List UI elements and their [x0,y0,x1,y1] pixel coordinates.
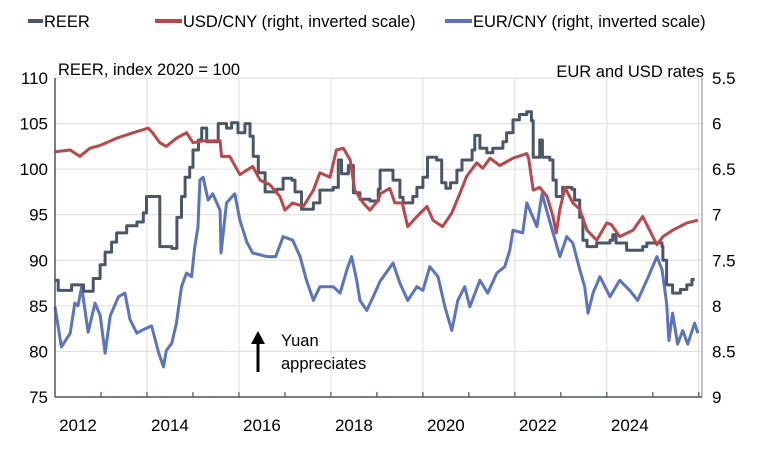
right-tick-label: 8.5 [712,342,736,361]
annotation-line-2: appreciates [281,355,366,373]
right-tick-label: 8 [712,297,721,316]
legend: REER USD/CNY (right, inverted scale) EUR… [28,13,706,31]
right-tick-label: 7.5 [712,251,736,270]
gridlines [55,78,702,397]
x-tick-label: 2012 [59,416,97,435]
x-tick-label: 2024 [611,416,649,435]
right-axis-title: EUR and USD rates [556,63,704,81]
legend-label-usd: USD/CNY (right, inverted scale) [183,13,416,31]
series-line-usd-cny [55,128,698,245]
right-tick-label: 6 [712,115,721,134]
left-tick-label: 85 [29,297,48,316]
series-lines [55,112,698,367]
right-tick-label: 6.5 [712,160,736,179]
right-tick-label: 9 [712,388,721,407]
left-tick-label: 105 [20,115,48,134]
left-tick-label: 75 [29,388,48,407]
annotation-line-1: Yuan [281,332,319,350]
right-tick-label: 5.5 [712,69,736,88]
left-tick-label: 80 [29,342,48,361]
left-tick-label: 110 [21,69,48,88]
yuan-appreciates-annotation: Yuan appreciates [251,331,366,373]
x-tick-label: 2016 [243,416,281,435]
x-tick-label: 2022 [519,416,557,435]
x-tick-label: 2014 [151,416,189,435]
x-tick-label: 2020 [427,416,465,435]
right-tick-label: 7 [712,206,721,225]
legend-label-reer: REER [44,13,90,31]
left-axis-title: REER, index 2020 = 100 [58,61,240,79]
left-tick-label: 100 [20,160,48,179]
legend-label-eur: EUR/CNY (right, inverted scale) [473,13,706,31]
left-tick-label: 90 [29,251,48,270]
arrow-head-icon [251,331,265,344]
left-tick-label: 95 [29,206,48,225]
series-line-eur-cny [55,177,698,367]
x-tick-label: 2018 [335,416,373,435]
